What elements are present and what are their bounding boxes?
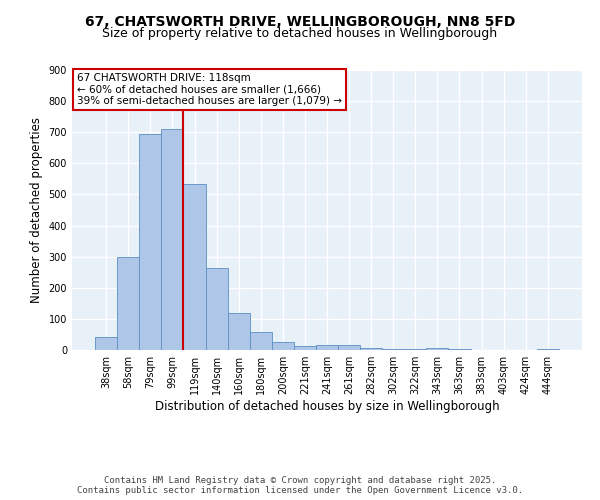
Bar	[184, 184, 206, 350]
Bar	[117, 256, 139, 350]
X-axis label: Distribution of detached houses by size in Wellingborough: Distribution of detached houses by size …	[155, 400, 499, 413]
Bar	[316, 344, 338, 350]
Bar	[427, 348, 448, 350]
Y-axis label: Number of detached properties: Number of detached properties	[30, 117, 43, 303]
Text: Size of property relative to detached houses in Wellingborough: Size of property relative to detached ho…	[103, 28, 497, 40]
Bar	[382, 349, 404, 350]
Bar	[272, 342, 294, 350]
Bar	[95, 337, 117, 350]
Bar	[250, 332, 272, 350]
Bar	[139, 134, 161, 350]
Text: 67 CHATSWORTH DRIVE: 118sqm
← 60% of detached houses are smaller (1,666)
39% of : 67 CHATSWORTH DRIVE: 118sqm ← 60% of det…	[77, 73, 342, 106]
Bar	[227, 312, 250, 350]
Bar	[161, 129, 184, 350]
Text: Contains HM Land Registry data © Crown copyright and database right 2025.
Contai: Contains HM Land Registry data © Crown c…	[77, 476, 523, 495]
Bar	[294, 346, 316, 350]
Text: 67, CHATSWORTH DRIVE, WELLINGBOROUGH, NN8 5FD: 67, CHATSWORTH DRIVE, WELLINGBOROUGH, NN…	[85, 15, 515, 29]
Bar	[537, 349, 559, 350]
Bar	[206, 268, 227, 350]
Bar	[360, 348, 382, 350]
Bar	[338, 344, 360, 350]
